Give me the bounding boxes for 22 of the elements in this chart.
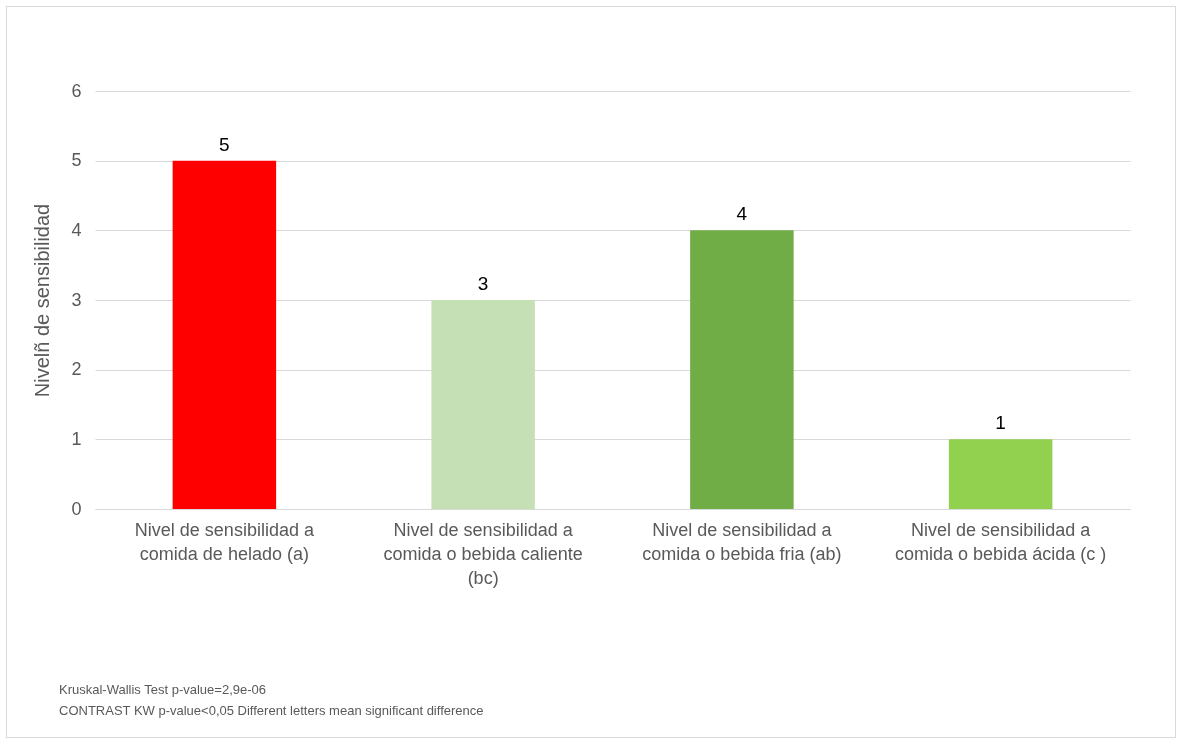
y-tick-label: 3 <box>71 289 82 310</box>
x-tick-label: Nivel de sensibilidad a comida de helado (a) <box>134 519 315 564</box>
y-tick-label: 4 <box>71 219 82 240</box>
bar <box>948 439 1053 509</box>
y-tick-label: 5 <box>71 150 82 171</box>
x-tick-label: Nivel de sensibilidad a comida o bebida fria (ab) <box>642 519 842 564</box>
x-tick-label: Nivel de sensibilidad a comida o bebida ácida (c ) <box>895 519 1107 564</box>
y-tick-label: 0 <box>71 498 82 519</box>
bar <box>431 300 535 509</box>
data-label: 4 <box>736 203 748 225</box>
y-tick-label: 1 <box>71 428 82 449</box>
x-tick-label: Nivel de sensibilidad a comida o bebida caliente (bc) <box>383 519 583 588</box>
y-axis-title: Nivelñ de sensibilidad <box>31 203 54 398</box>
text: CONTRAST KW p-value<0,05 Different letters mean significant difference <box>59 702 484 720</box>
y-tick-label: 2 <box>71 359 82 380</box>
bar <box>172 160 277 509</box>
data-label: 3 <box>477 273 489 294</box>
text: Kruskal-Wallis Test p-value=2,9e-06 <box>59 681 267 699</box>
y-tick-label: 6 <box>71 80 82 101</box>
data-label: 5 <box>219 133 230 155</box>
bar <box>690 230 794 509</box>
data-label: 1 <box>995 412 1006 434</box>
